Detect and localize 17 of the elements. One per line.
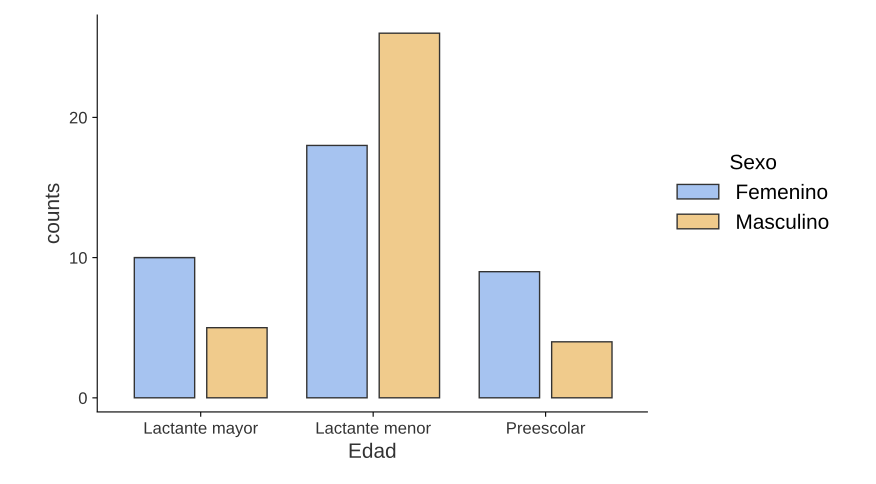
x-tick-label: Lactante menor xyxy=(316,422,431,434)
y-tick-label: 10 xyxy=(70,252,87,264)
y-axis-title: counts xyxy=(46,184,60,244)
y-tick-label: 20 xyxy=(70,112,87,124)
legend-label: Masculino xyxy=(737,214,828,230)
bar xyxy=(134,256,196,399)
x-axis-title: Edad xyxy=(350,442,396,458)
bar xyxy=(550,341,613,399)
bar xyxy=(478,270,540,399)
legend-label: Femenino xyxy=(737,184,828,200)
bar xyxy=(206,327,268,399)
bar xyxy=(378,32,440,399)
bar xyxy=(306,144,368,399)
x-tick-label: Lactante mayor xyxy=(144,422,258,438)
x-tick-label: Preescolar xyxy=(507,422,586,434)
legend-title: Sexo xyxy=(730,154,776,170)
y-tick-label: 0 xyxy=(78,392,87,404)
